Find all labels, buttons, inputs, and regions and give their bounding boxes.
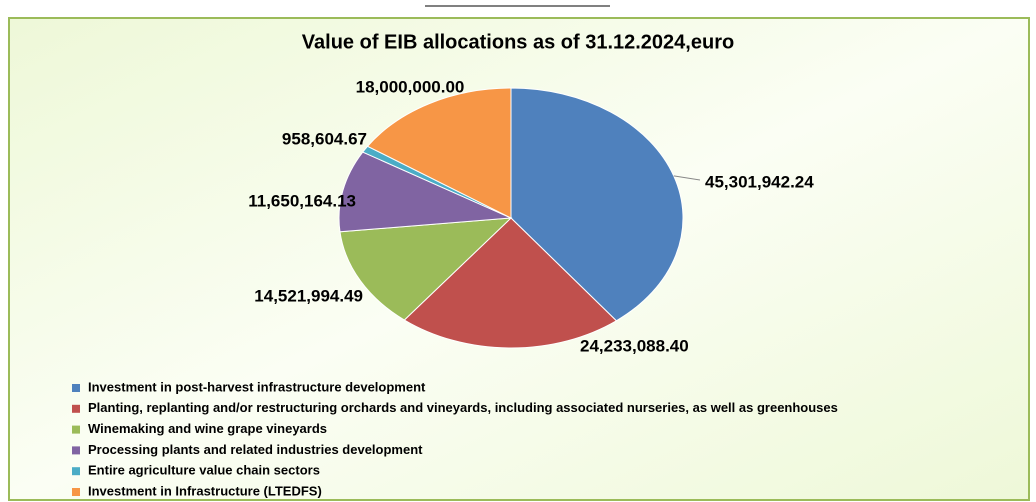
legend-label: Investment in post-harvest infrastructur… (88, 379, 426, 394)
data-label: 11,650,164.13 (248, 191, 356, 210)
legend-label: Planting, replanting and/or restructurin… (88, 400, 838, 415)
pie-slice (338, 151, 512, 233)
legend-swatch (72, 467, 80, 476)
chart-title: Value of EIB allocations as of 31.12.202… (302, 31, 734, 53)
legend-swatch (72, 488, 80, 496)
data-label: 18,000,000.00 (356, 77, 465, 96)
data-label: 14,521,994.49 (254, 286, 363, 305)
data-label: 45,301,942.24 (705, 172, 814, 191)
legend-swatch (72, 384, 80, 392)
pie-slice (339, 217, 513, 321)
data-label: 958,604.67 (282, 129, 367, 148)
legend-label: Winemaking and wine grape vineyards (88, 421, 327, 436)
pie-slice (403, 217, 618, 349)
pie-slice (366, 87, 512, 219)
legend-label: Investment in Infrastructure (LTEDFS) (88, 483, 322, 498)
legend-label: Processing plants and related industries… (88, 442, 423, 457)
pie-slice (510, 87, 684, 322)
legend-swatch (72, 404, 80, 413)
legend-swatch (72, 425, 80, 434)
legend-swatch (72, 446, 80, 455)
leader-line (673, 175, 701, 181)
data-label: 24,233,088.40 (580, 336, 689, 355)
legend-label: Entire agriculture value chain sectors (88, 463, 320, 478)
